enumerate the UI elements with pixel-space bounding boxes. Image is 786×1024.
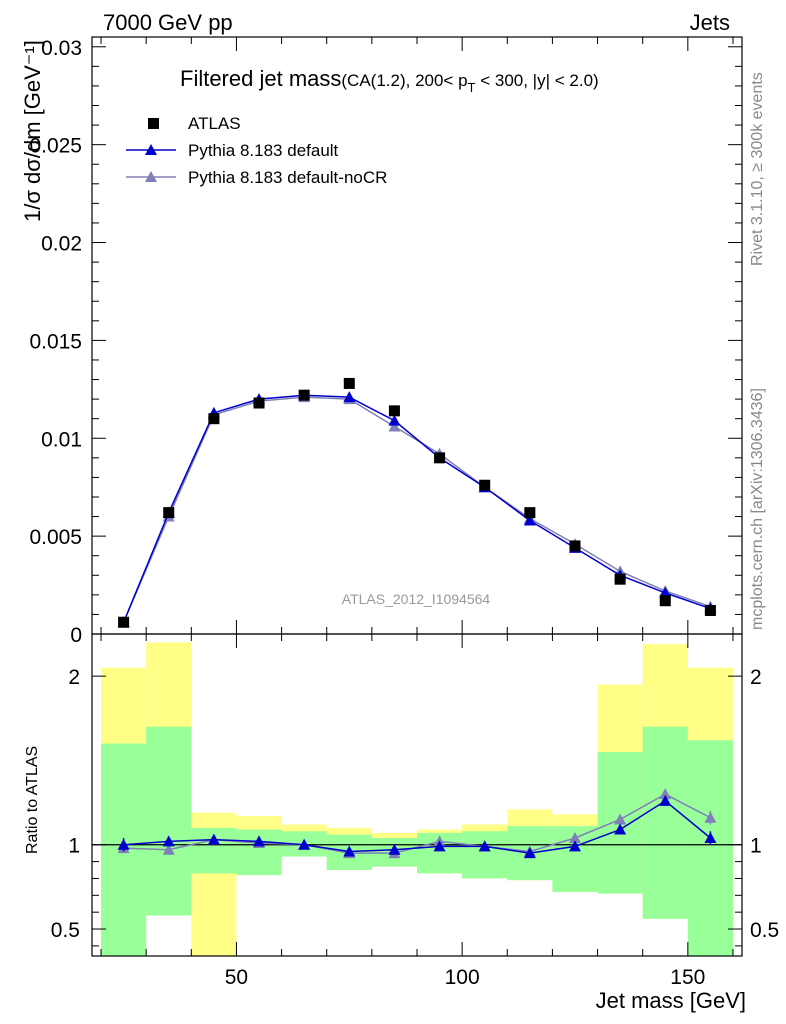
point-atlas: [524, 507, 536, 519]
legend-marker-default: [145, 144, 157, 155]
ratio-point-default: [433, 840, 446, 852]
ratio-point-nocr: [614, 813, 627, 825]
header-left: 7000 GeV pp: [103, 10, 233, 35]
main-ytick-label: 0.005: [29, 526, 82, 549]
point-default: [388, 414, 401, 426]
ratio-point-default: [568, 840, 581, 852]
band-inner-bin: [687, 740, 733, 956]
point-atlas: [704, 605, 716, 617]
ratio-xtick-label: 100: [445, 966, 480, 989]
ratio-point-default: [614, 823, 627, 835]
chart-title: Filtered jet mass(CA(1.2), 200< pT < 300…: [180, 66, 599, 95]
point-default: [659, 586, 672, 598]
main-ytick-label: 0: [70, 624, 82, 647]
ratio-point-nocr: [162, 843, 175, 855]
ratio-ytick-label-right: 2: [750, 666, 762, 689]
ratio-xtick-label: 150: [670, 966, 705, 989]
main-ytick-label: 0.02: [41, 233, 82, 256]
point-atlas: [659, 595, 671, 607]
band-inner-bin: [642, 726, 688, 919]
rivet-label: Rivet 3.1.10, ≥ 300k events: [749, 72, 766, 266]
ratio-ytick-label-right: 1: [750, 835, 762, 858]
band-inner-bin: [462, 831, 508, 879]
chart-title-index: T: [468, 80, 476, 95]
ratio-xtick-label: 50: [225, 966, 248, 989]
point-atlas: [569, 540, 581, 552]
ratio-series: [117, 788, 717, 859]
ratio-point-nocr: [568, 831, 581, 843]
point-atlas: [208, 413, 220, 425]
ratio-point-default: [207, 833, 220, 845]
band-inner-bin: [146, 726, 192, 916]
main-ytick-label: 0.03: [41, 37, 82, 60]
ratio-point-default: [298, 838, 311, 850]
ratio-point-default: [117, 838, 130, 850]
main-ytick-label: 0.025: [29, 135, 82, 158]
main-ytick-label: 0.015: [29, 330, 82, 353]
header-right: Jets: [690, 10, 730, 35]
ratio-point-default: [343, 845, 356, 857]
point-atlas: [479, 479, 491, 491]
ratio-ylabel: Ratio to ATLAS: [24, 746, 41, 854]
main-ylabel: 1/σ dσ/dm [GeV⁻¹]: [20, 40, 45, 222]
ratio-ytick-label: 0.5: [51, 919, 80, 942]
ratio-line-default: [123, 799, 711, 854]
ratio-point-default: [704, 831, 717, 843]
chart-title-main: Filtered jet mass: [180, 66, 341, 91]
ratio-point-nocr: [659, 788, 672, 800]
chart-title-pre: (CA(1.2), 200< p: [341, 71, 467, 90]
ratio-point-default: [523, 847, 536, 859]
point-atlas: [163, 507, 175, 519]
ratio-point-default: [659, 794, 672, 806]
point-default: [343, 391, 356, 403]
line-default: [122, 394, 711, 623]
point-atlas: [298, 389, 310, 401]
main-series: [117, 377, 717, 628]
legend-marker-atlas: [148, 118, 159, 129]
legend-marker-nocr: [145, 171, 157, 182]
point-default: [523, 514, 536, 526]
ratio-xlabel: Jet mass [GeV]: [596, 988, 746, 1013]
ratio-point-default: [388, 843, 401, 855]
mcplots-label: mcplots.cern.ch [arXiv:1306.3436]: [749, 388, 766, 630]
point-nocr: [388, 420, 401, 432]
ratio-ytick-label-right: 0.5: [750, 919, 779, 942]
axes: 50 100 150 0 0.005 0.01 0.015 0.02 0.025 0.03 0.5 0…: [29, 36, 779, 989]
legend-label-default: Pythia 8.183 default: [188, 141, 339, 160]
ratio-ytick-label: 1: [68, 835, 80, 858]
analysis-watermark: ATLAS_2012_I1094564: [342, 591, 491, 607]
point-atlas: [434, 452, 446, 464]
point-atlas: [388, 405, 400, 417]
ratio-point-nocr: [704, 811, 717, 823]
ratio-point-default: [253, 835, 266, 847]
chart-title-post: < 300, |y| < 2.0): [476, 71, 599, 90]
legend: ATLAS Pythia 8.183 default Pythia 8.183 …: [126, 114, 387, 187]
ratio-ytick-label: 2: [68, 666, 80, 689]
point-atlas: [343, 377, 355, 389]
point-atlas: [614, 573, 626, 585]
point-atlas: [253, 397, 265, 409]
ratio-point-default: [478, 840, 491, 852]
point-atlas: [118, 616, 130, 628]
main-ytick-label: 0.01: [41, 428, 82, 451]
legend-label-atlas: ATLAS: [188, 114, 241, 133]
legend-label-nocr: Pythia 8.183 default-noCR: [188, 168, 387, 187]
ratio-uncertainty-bands: [101, 642, 733, 956]
ratio-point-default: [162, 835, 175, 847]
line-nocr: [122, 396, 711, 623]
